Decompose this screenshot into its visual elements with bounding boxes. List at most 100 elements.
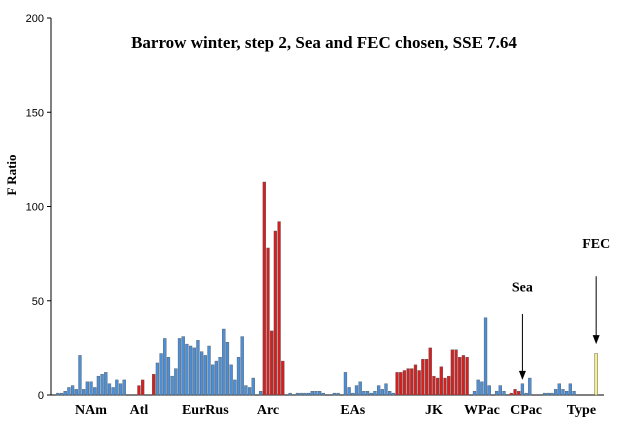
bar [262,181,266,396]
bar [222,328,226,396]
annotation-label: FEC [582,237,610,252]
bar [104,372,108,396]
bar [225,342,230,396]
bar [236,357,241,396]
bar [391,392,396,396]
bar [111,387,115,396]
bar [166,357,171,396]
bar [450,349,455,396]
bar [351,392,355,396]
bar [177,338,182,396]
bar [343,372,348,396]
bar [155,362,160,396]
bar [89,381,93,396]
bar [244,385,248,396]
bar [211,364,215,396]
bar [107,383,112,396]
bar [410,368,414,396]
chart-title: Barrow winter, step 2, Sea and FEC chose… [131,33,517,52]
bar [115,379,119,396]
bar [229,364,233,396]
bar [152,374,156,396]
bar [369,392,373,396]
bar [447,375,451,396]
bar [218,357,222,396]
group-label: EurRus [182,403,229,418]
group-label: WPac [464,403,500,418]
bar [310,391,314,396]
y-tick-label: 200 [26,13,44,25]
bar [336,392,340,396]
bar [118,383,123,396]
bar [487,385,491,396]
bars [56,181,598,396]
bar [380,389,384,396]
y-tick-label: 50 [32,296,44,308]
bar [321,392,325,396]
bar [56,392,60,396]
bar [565,391,569,396]
y-tick-label: 150 [26,107,44,119]
group-label: JK [425,403,443,418]
group-label: EAs [340,403,365,418]
bar [376,385,381,396]
bar [199,351,204,396]
bar [251,377,255,396]
bar [240,336,244,396]
bar [542,392,547,396]
axes: 0 50 100 150 200 [26,13,604,402]
bar [432,375,436,396]
bar [137,385,141,396]
bar [458,357,462,396]
bar [277,221,281,396]
bar [93,387,97,396]
bar [332,392,337,396]
bar [439,366,443,396]
bar [509,392,514,396]
bar [59,392,64,396]
bar [454,349,458,396]
bar [395,372,399,396]
bar [317,391,322,396]
bar [354,385,359,396]
bar [233,379,237,396]
bar [572,391,576,396]
bar [461,355,466,396]
bar [185,343,189,396]
bar [78,355,82,396]
bar [159,353,163,396]
bar [417,370,421,396]
bar [424,358,429,396]
bar [174,368,178,396]
bar [188,345,193,396]
bar [498,385,502,396]
annotation-arrow-head [592,335,600,345]
bar [568,383,572,396]
annotation-arrow-head [518,370,526,380]
bar [494,391,499,396]
bar [502,391,506,396]
y-tick-label: 0 [38,390,44,402]
bar [295,392,300,396]
bar [303,392,307,396]
bar [428,347,432,396]
bar [207,345,211,396]
group-label: Arc [257,403,279,418]
bar [476,379,480,396]
bar [406,368,410,396]
bar [70,385,75,396]
bar [472,391,477,396]
bar [299,392,303,396]
bar [170,375,174,396]
group-label: NAm [75,403,107,418]
bar [517,391,521,396]
bar [365,391,370,396]
group-label: Type [567,403,596,418]
bar [67,387,71,396]
bar [192,347,196,396]
bar [553,389,558,396]
bar [557,383,561,396]
bar [85,381,89,396]
bar [421,358,425,396]
bar [273,230,278,396]
